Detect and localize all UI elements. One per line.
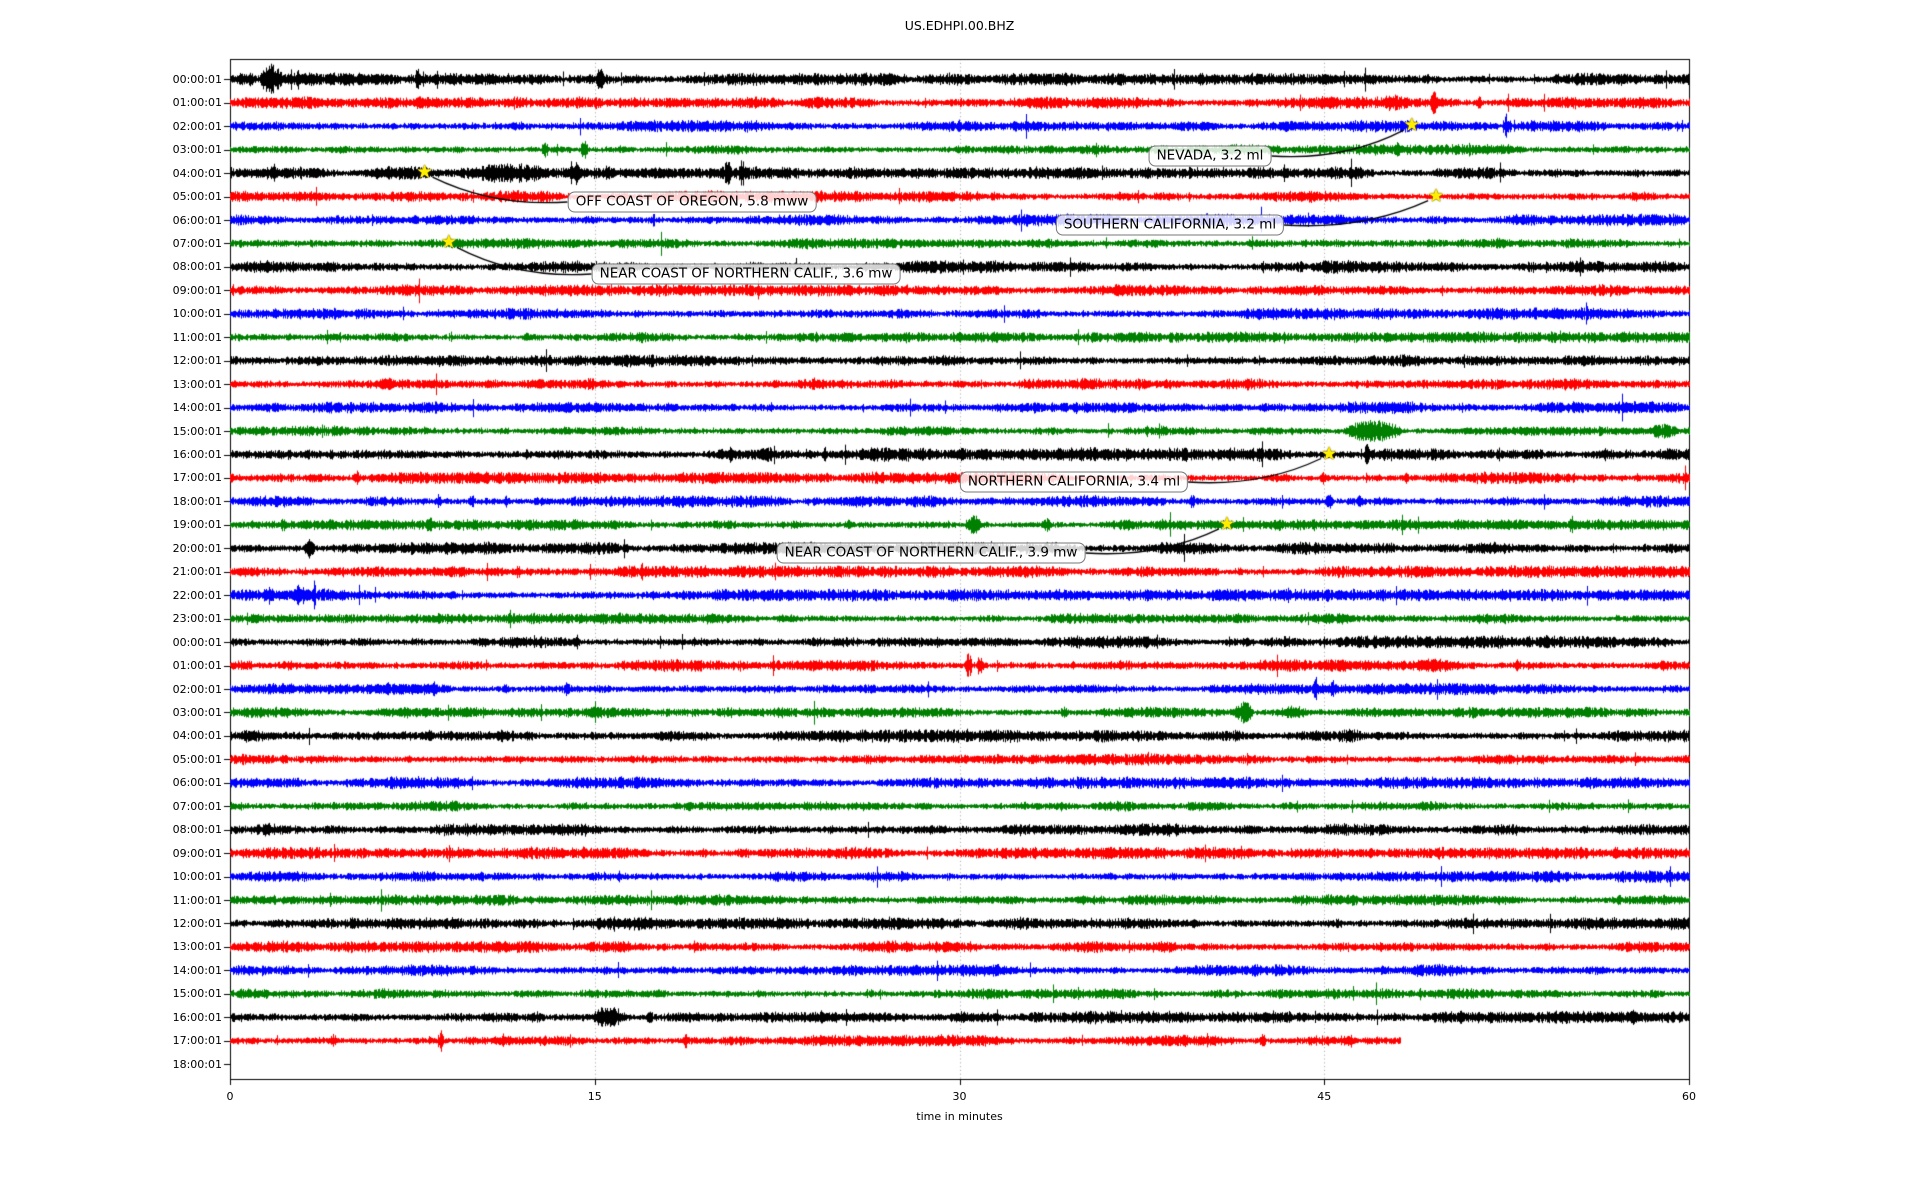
x-axis-label: time in minutes [916, 1110, 1003, 1123]
plot-title: US.EDHPI.00.BHZ [904, 18, 1015, 33]
